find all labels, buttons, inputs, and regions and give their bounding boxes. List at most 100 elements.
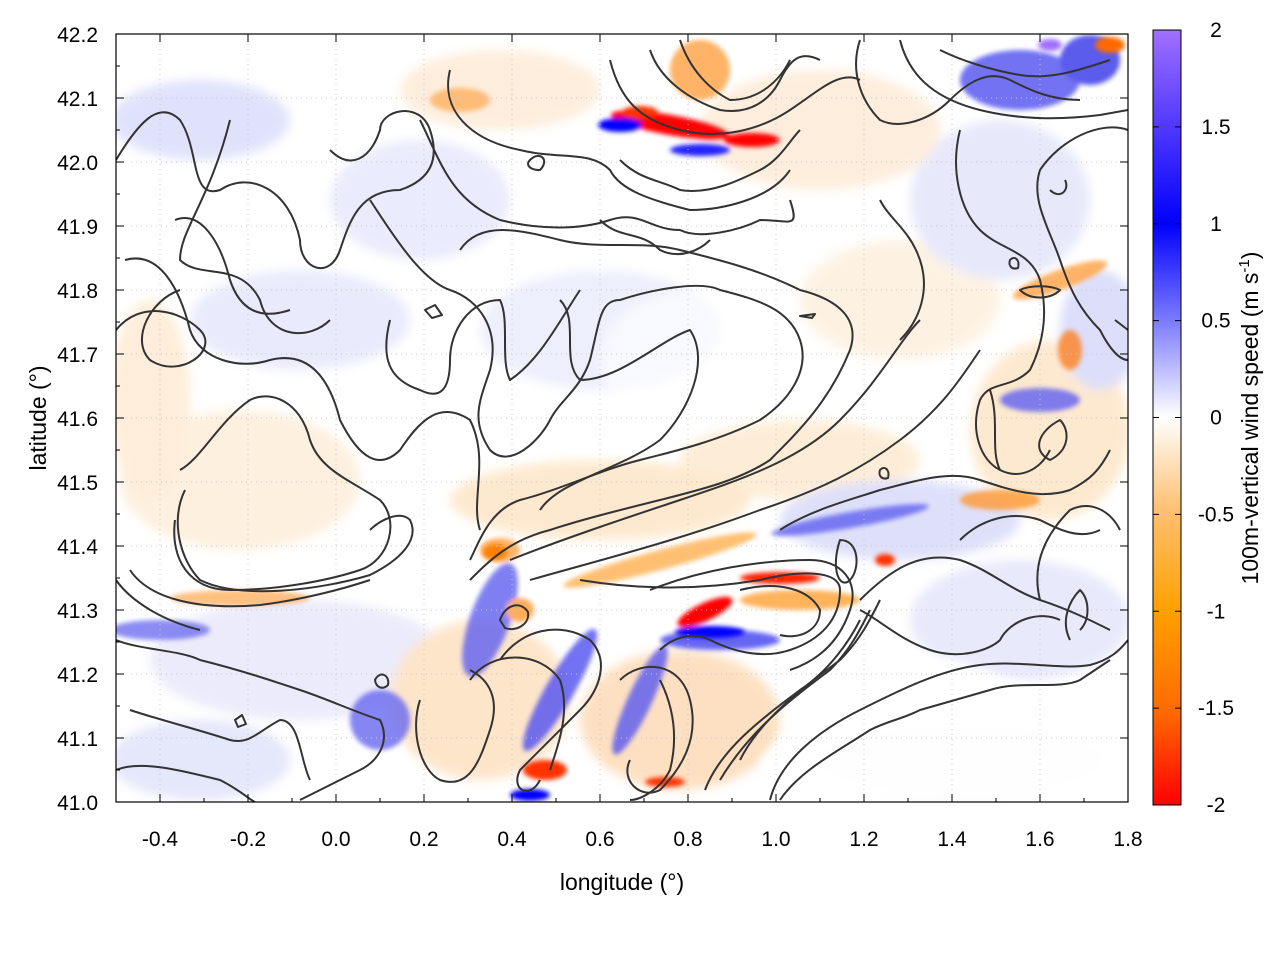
contour-line xyxy=(499,628,602,792)
x-tick-label: 0.4 xyxy=(497,828,527,851)
contour-line xyxy=(447,69,791,211)
contour-line xyxy=(779,449,1111,531)
colorbar-tick-label: -1.5 xyxy=(1198,697,1234,720)
contour-line xyxy=(1019,285,1061,299)
contour-line xyxy=(179,119,331,334)
colorbar-ticks: 2 1.5 1 0.5 0 -0.5 -1 -1.5 -2 xyxy=(1153,19,1234,817)
y-tick-label: 41.1 xyxy=(57,728,98,751)
contour-line xyxy=(129,709,311,781)
y-tick-label: 42.1 xyxy=(57,88,98,111)
contour-line xyxy=(649,49,821,112)
contour-line xyxy=(1114,319,1128,331)
contour-line xyxy=(116,639,385,801)
colorbar-title-main: 100m-vertical wind speed (m s xyxy=(1237,273,1263,585)
contour-line xyxy=(1038,419,1068,461)
colorbar-tick-label: -1 xyxy=(1207,600,1226,623)
colorbar: 2 1.5 1 0.5 0 -0.5 -1 -1.5 -2 100m-vertical wind… xyxy=(1152,19,1263,817)
contour-line xyxy=(509,319,921,561)
contour-line xyxy=(499,604,530,631)
x-tick-label: 1.0 xyxy=(761,828,790,851)
contour-line xyxy=(234,714,247,728)
x-tick-label: -0.4 xyxy=(142,828,179,851)
contour-line xyxy=(769,639,1128,801)
contour-line xyxy=(116,110,435,270)
y-tick-label: 41.6 xyxy=(57,408,98,431)
contour-line xyxy=(1008,257,1020,270)
contour-line xyxy=(955,129,1046,471)
colorbar-tick-label: 1.5 xyxy=(1201,116,1230,139)
contour-line xyxy=(539,299,699,511)
x-tick-label: 1.8 xyxy=(1113,828,1142,851)
contour-line xyxy=(834,539,858,584)
contour-line xyxy=(459,229,854,581)
contour-line xyxy=(1036,505,1121,601)
contour-line xyxy=(859,556,1111,631)
contour-line xyxy=(176,489,414,593)
x-tick-label: 1.2 xyxy=(849,828,878,851)
contour-line xyxy=(424,304,443,319)
contour-line xyxy=(527,154,546,171)
contour-line xyxy=(415,669,495,783)
contour-line xyxy=(385,289,581,395)
contour-line xyxy=(599,219,711,256)
colorbar-tick-label: -2 xyxy=(1207,794,1226,817)
colorbar-title: 100m-vertical wind speed (m s-1) xyxy=(1236,252,1263,585)
contour-line xyxy=(779,659,1111,801)
contour-line xyxy=(173,395,392,591)
x-tick-label: 0.8 xyxy=(673,828,702,851)
x-tick-label: 0.0 xyxy=(321,828,350,851)
contour-line xyxy=(959,515,1101,541)
x-tick-label: -0.2 xyxy=(230,828,266,851)
colorbar-tick-label: 2 xyxy=(1210,19,1222,42)
contour-line xyxy=(579,572,841,656)
contour-line xyxy=(469,656,566,771)
contour-line xyxy=(799,313,816,319)
contour-line xyxy=(989,389,1051,475)
contour-line xyxy=(879,199,925,341)
colorbar-tick-label: 0 xyxy=(1210,407,1222,430)
colorbar-tick-label: -0.5 xyxy=(1198,503,1234,526)
contour-line xyxy=(174,217,291,315)
contour-line xyxy=(609,59,861,135)
x-axis: -0.4 -0.2 0.0 0.2 0.4 0.6 0.8 1.0 1.2 1.4 1.6 1.8 xyxy=(142,34,1143,851)
colorbar-title-superscript: -1 xyxy=(1236,259,1253,272)
contour-line xyxy=(719,609,871,781)
contour-line xyxy=(419,119,795,236)
contour-line xyxy=(529,349,981,581)
terrain-contours xyxy=(116,39,1128,802)
y-axis: 42.2 42.1 42.0 41.9 41.8 41.7 41.6 41.5 41.4 41.3… xyxy=(57,24,1128,815)
contour-line xyxy=(704,619,861,791)
contour-line xyxy=(1036,126,1128,361)
colorbar-tick-label: 0.5 xyxy=(1201,310,1230,333)
contour-line xyxy=(116,289,207,368)
y-tick-label: 41.5 xyxy=(57,472,98,495)
contour-line xyxy=(116,579,201,631)
contour-line xyxy=(739,585,821,638)
x-tick-label: 1.4 xyxy=(937,828,967,851)
y-tick-label: 41.9 xyxy=(57,216,98,239)
contour-line xyxy=(1064,589,1089,641)
contour-line xyxy=(629,679,676,801)
y-tick-label: 41.7 xyxy=(57,344,98,367)
y-axis-title: latitude (°) xyxy=(25,365,51,470)
contour-line xyxy=(739,599,881,761)
x-tick-label: 0.2 xyxy=(409,828,438,851)
y-tick-label: 41.2 xyxy=(57,664,98,687)
contour-line xyxy=(374,673,390,689)
contour-line xyxy=(859,609,1061,656)
contour-line xyxy=(124,257,481,531)
contour-line xyxy=(619,666,694,794)
contour-line xyxy=(1049,179,1068,196)
x-axis-title: longitude (°) xyxy=(560,869,684,895)
calm-regions xyxy=(600,290,1128,802)
contour-line xyxy=(878,467,890,480)
contour-line xyxy=(899,39,1128,120)
x-tick-label: 0.6 xyxy=(585,828,614,851)
contour-line xyxy=(369,199,804,561)
y-tick-label: 42.0 xyxy=(57,152,98,175)
y-tick-label: 41.3 xyxy=(57,600,98,623)
y-tick-label: 41.0 xyxy=(57,792,98,815)
contour-line xyxy=(939,49,1111,78)
contour-line xyxy=(129,569,371,608)
